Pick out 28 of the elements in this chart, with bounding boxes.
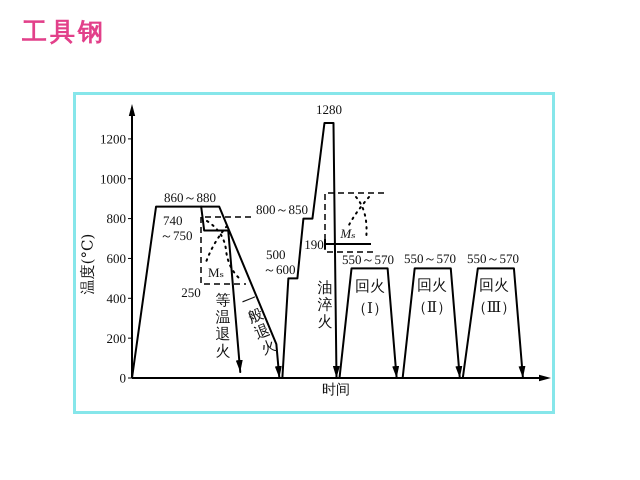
y-tick-label: 600 [106,251,126,266]
series-label: 回火（Ⅲ） [470,275,518,318]
y-axis-title: 温度(°C) [78,234,98,294]
y-tick-label: 1200 [100,132,126,147]
annotation: Mₛ [340,226,356,242]
y-tick-label: 200 [106,330,126,346]
annotation: 740～750 [160,213,194,243]
annotation: 500～600 [263,247,296,277]
text: 一般退火 [238,288,279,358]
annotation: 190 [304,237,324,253]
annotation: 550～570 [467,250,519,268]
series-label: 回火（Ⅰ） [351,276,389,319]
y-tick-label: 400 [106,290,126,306]
y-tick-label: 1000 [100,171,126,186]
series-label: 油淬火 [318,278,332,330]
annotation: 250 [181,285,201,301]
annotation: 860～880 [164,189,216,207]
x-axis-title: 时间 [322,381,350,399]
series-label: 等温退火 [216,291,230,360]
y-tick-label: 800 [106,211,126,226]
series-label: 回火（Ⅱ） [410,275,454,318]
annotation: 550～570 [404,250,456,268]
annotation: Mₛ [208,265,224,281]
annotation: 800～850 [256,201,308,219]
chart-title: 工具钢 [22,16,106,48]
y-tick-label: 0 [120,370,126,386]
annotation: 550～570 [342,251,394,269]
annotation: 1280 [316,102,342,118]
